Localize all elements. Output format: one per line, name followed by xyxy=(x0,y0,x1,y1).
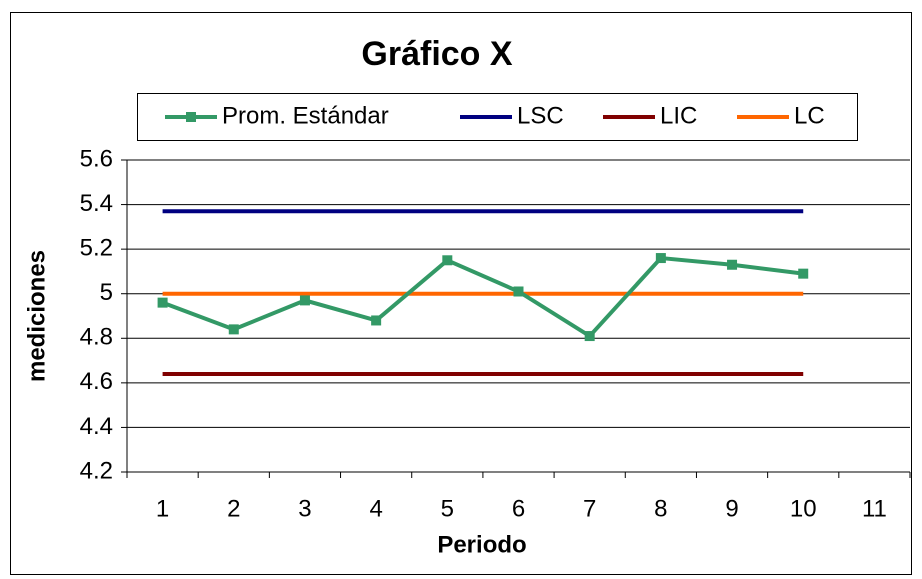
x-tick-label: 1 xyxy=(156,495,169,522)
y-tick-label: 5.2 xyxy=(80,234,113,261)
x-tick-label: 8 xyxy=(654,495,667,522)
x-tick-label: 10 xyxy=(790,495,817,522)
x-tick-label: 3 xyxy=(298,495,311,522)
x-tick-label: 5 xyxy=(441,495,454,522)
x-tick-label: 7 xyxy=(583,495,596,522)
marker xyxy=(442,255,453,266)
marker xyxy=(584,331,595,342)
legend-label: LC xyxy=(794,102,825,129)
y-axis-label: mediciones xyxy=(23,250,50,382)
legend-label: LIC xyxy=(660,102,697,129)
y-tick-label: 4.2 xyxy=(80,457,113,484)
marker xyxy=(513,286,524,297)
marker xyxy=(299,295,310,306)
y-tick-label: 5 xyxy=(100,279,113,306)
y-tick-label: 4.4 xyxy=(80,413,113,440)
legend-label: LSC xyxy=(517,102,564,129)
marker xyxy=(798,268,809,279)
marker xyxy=(655,253,666,264)
series-line xyxy=(161,255,804,339)
y-tick-label: 4.8 xyxy=(80,324,113,351)
x-tick-label: 2 xyxy=(227,495,240,522)
marker xyxy=(727,259,738,270)
x-tick-label: 4 xyxy=(369,495,382,522)
x-tick-label: 11 xyxy=(862,495,887,522)
y-tick-label: 4.6 xyxy=(80,368,113,395)
chart-title: Gráfico X xyxy=(361,35,512,73)
x-tick-label: 9 xyxy=(725,495,738,522)
x-tick-label: 6 xyxy=(512,495,525,522)
y-tick-label: 5.6 xyxy=(80,145,113,172)
legend-marker xyxy=(186,112,196,122)
marker xyxy=(228,324,239,335)
marker xyxy=(157,297,168,308)
legend-label: Prom. Estándar xyxy=(222,102,389,129)
x-axis-label: Periodo xyxy=(437,531,526,558)
marker xyxy=(371,315,382,326)
y-tick-label: 5.4 xyxy=(80,190,113,217)
